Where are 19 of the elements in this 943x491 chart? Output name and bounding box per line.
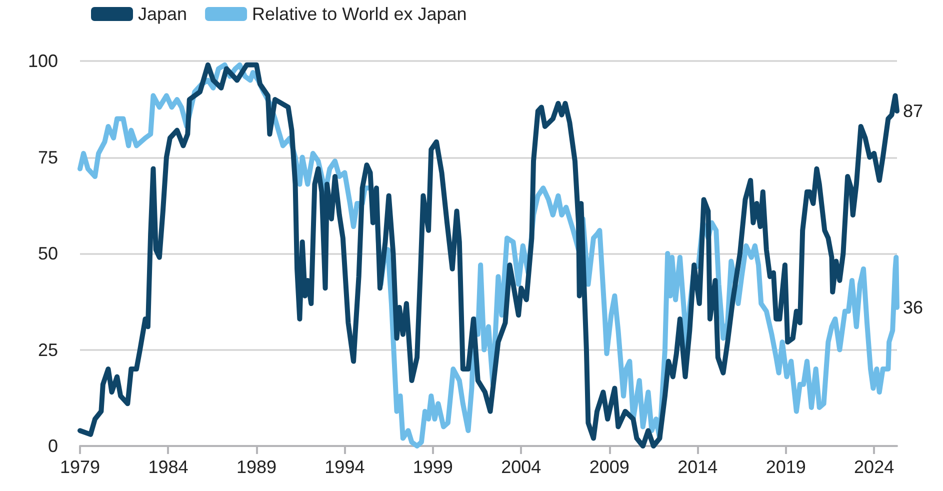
annotation: 87 xyxy=(903,101,924,122)
x-tick-label: 2019 xyxy=(766,457,806,477)
x-tick-label: 1989 xyxy=(236,457,276,477)
x-tick-label: 1999 xyxy=(412,457,453,477)
y-tick-label: 0 xyxy=(48,436,58,456)
x-tick-label: 1979 xyxy=(60,457,100,477)
legend-label: Japan xyxy=(138,4,188,24)
x-tick-label: 2004 xyxy=(501,457,542,477)
x-tick-label: 2024 xyxy=(854,457,894,477)
y-tick-label: 75 xyxy=(38,147,58,168)
y-tick-label: 50 xyxy=(38,244,58,264)
y-tick-label: 100 xyxy=(28,51,58,71)
x-tick-label: 2009 xyxy=(589,457,630,477)
x-tick-label: 1994 xyxy=(324,457,365,477)
x-tick-label: 1984 xyxy=(148,457,188,477)
x-tick-label: 2014 xyxy=(678,457,718,477)
y-tick-label: 25 xyxy=(38,340,58,360)
legend-label: Relative to World ex Japan xyxy=(252,4,467,24)
annotation: 36 xyxy=(903,297,924,318)
